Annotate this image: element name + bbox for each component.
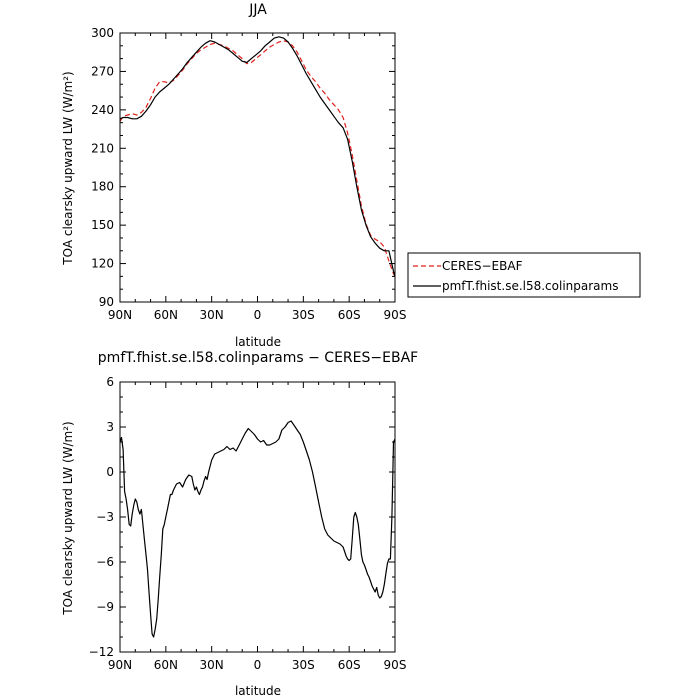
panel1-ytick-label: 90	[99, 295, 114, 309]
panel2-title: pmfT.fhist.se.l58.colinparams − CERES−EB…	[98, 350, 418, 366]
panel1-xtick-label: 0	[254, 308, 262, 322]
panel2-ytick-label: −6	[96, 555, 114, 569]
legend: CERES−EBAF pmfT.fhist.se.l58.colinparams	[407, 252, 641, 298]
panel2-xtick-label: 0	[254, 658, 262, 672]
panel1-ytick-label: 300	[91, 26, 114, 40]
panel2-ylabel: TOA clearsky upward LW (W/m²)	[61, 421, 75, 615]
panel2-xlabel: latitude	[235, 684, 281, 698]
panel2-ytick-label: 3	[106, 420, 114, 434]
panel2-plot-area: 90N 60N 30N 0 30S 60S 90S −12 −9 −6 −3 0 3 6	[89, 375, 407, 672]
panel1-ylabel: TOA clearsky upward LW (W/m²)	[61, 71, 75, 265]
panel1-xtick-label: 90S	[384, 308, 407, 322]
panel1-xtick-label: 30S	[292, 308, 315, 322]
panel1-title: JJA	[248, 2, 267, 18]
legend-label-model: pmfT.fhist.se.l58.colinparams	[442, 279, 618, 293]
panel1-series-line-1	[119, 36, 396, 277]
panel2-ytick-label: −12	[89, 645, 114, 659]
panel1-ytick-label: 120	[91, 257, 114, 271]
panel1-xtick-label: 60N	[154, 308, 178, 322]
panel1-plot-area: 90N 60N 30N 0 30S 60S 90S 90 120 150 180 210 240 270 3…	[91, 26, 406, 322]
panel1-ytick-label: 270	[91, 64, 114, 78]
panel2-xtick-label: 30S	[292, 658, 315, 672]
panel1-xtick-label: 60S	[338, 308, 361, 322]
panel2-ytick-label: 6	[106, 375, 114, 389]
legend-label-ceres: CERES−EBAF	[442, 259, 523, 273]
panel2-ytick-label: 0	[106, 465, 114, 479]
panel2-xtick-label: 90N	[108, 658, 132, 672]
panel1-series-line-0	[119, 40, 396, 277]
panel2-xtick-label: 60S	[338, 658, 361, 672]
panel1-ytick-label: 180	[91, 180, 114, 194]
panel1-ytick-label: 210	[91, 141, 114, 155]
panel2-ytick-label: −9	[96, 600, 114, 614]
panel1-xtick-label: 90N	[108, 308, 132, 322]
panel2-xtick-label: 90S	[384, 658, 407, 672]
panel2-xtick-label: 60N	[154, 658, 178, 672]
panel1-ytick-label: 240	[91, 103, 114, 117]
panel2-series-line-0	[119, 420, 396, 638]
panel2-xtick-label: 30N	[200, 658, 224, 672]
legend-box	[407, 252, 641, 298]
panel2-ytick-label: −3	[96, 510, 114, 524]
panel1-xtick-label: 30N	[200, 308, 224, 322]
panel1-xlabel: latitude	[235, 335, 281, 349]
panel1-ytick-label: 150	[91, 218, 114, 232]
